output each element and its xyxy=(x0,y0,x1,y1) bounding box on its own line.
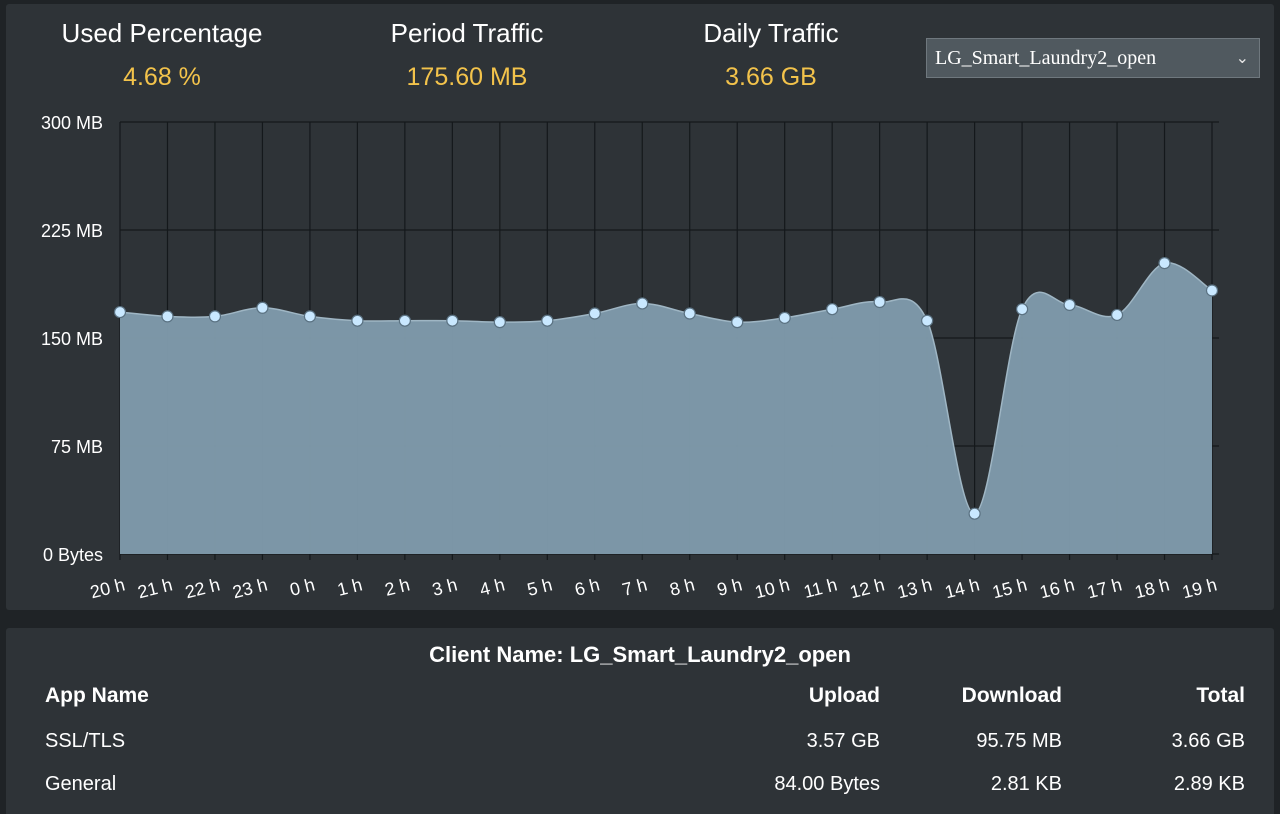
app-table-panel xyxy=(6,628,1274,814)
col-header-download: Download xyxy=(961,684,1062,707)
client-name-title: Client Name: LG_Smart_Laundry2_open xyxy=(429,642,851,667)
period-traffic-stat: Period Traffic 175.60 MB xyxy=(317,18,617,92)
y-tick-label: 75 MB xyxy=(51,437,103,457)
traffic-area xyxy=(120,262,1212,554)
data-point xyxy=(778,311,791,324)
x-tick-label: 3 h xyxy=(430,574,459,599)
x-tick-label: 16 h xyxy=(1038,574,1077,602)
daily-traffic-stat: Daily Traffic 3.66 GB xyxy=(621,18,921,92)
x-tick-label: 9 h xyxy=(715,574,744,599)
x-tick-label: 15 h xyxy=(990,574,1029,602)
y-tick-label: 0 Bytes xyxy=(43,545,103,565)
data-point xyxy=(1158,257,1171,270)
y-tick-label: 225 MB xyxy=(41,221,103,241)
col-header-total: Total xyxy=(1196,684,1245,707)
data-point xyxy=(588,307,601,320)
x-tick-label: 11 h xyxy=(802,574,840,602)
data-point xyxy=(113,305,127,319)
data-point xyxy=(921,314,934,327)
data-point xyxy=(1110,308,1124,322)
data-point xyxy=(683,307,696,320)
used-percentage-value: 4.68 % xyxy=(123,63,201,91)
period-traffic-label: Period Traffic xyxy=(390,18,544,48)
x-tick-label: 12 h xyxy=(848,574,887,602)
daily-traffic-label: Daily Traffic xyxy=(703,18,839,48)
data-point xyxy=(493,316,506,329)
table-row-0-download: 95.75 MB xyxy=(976,730,1062,752)
data-point xyxy=(446,314,459,327)
data-point xyxy=(873,295,886,309)
y-tick-label: 300 MB xyxy=(41,113,103,133)
data-point xyxy=(303,310,317,323)
data-point xyxy=(1205,284,1219,297)
x-tick-label: 23 h xyxy=(231,574,270,602)
table-row-1-total: 2.89 KB xyxy=(1173,773,1245,795)
data-point xyxy=(351,314,364,327)
data-point xyxy=(636,297,649,310)
data-point xyxy=(1015,303,1029,316)
x-tick-label: 14 h xyxy=(943,574,982,602)
data-point xyxy=(1063,298,1076,311)
x-tick-label: 19 h xyxy=(1180,574,1219,602)
x-tick-label: 6 h xyxy=(573,574,602,599)
data-point xyxy=(731,316,744,329)
table-row-0-app: SSL/TLS xyxy=(45,730,126,752)
data-point xyxy=(968,507,981,520)
x-tick-label: 22 h xyxy=(183,574,222,602)
client-select-dropdown[interactable]: LG_Smart_Laundry2_open ⌄ xyxy=(926,38,1260,78)
x-tick-label: 17 h xyxy=(1085,574,1124,602)
col-header-upload: Upload xyxy=(808,684,880,707)
x-tick-label: 10 h xyxy=(753,574,792,602)
data-point xyxy=(398,314,411,327)
data-point xyxy=(826,303,839,316)
client-select-value: LG_Smart_Laundry2_open xyxy=(935,47,1157,69)
x-tick-label: 13 h xyxy=(895,574,934,602)
x-tick-label: 1 h xyxy=(335,574,364,599)
daily-traffic-value: 3.66 GB xyxy=(725,63,817,91)
x-tick-label: 4 h xyxy=(478,574,507,599)
data-point xyxy=(256,301,269,314)
used-percentage-label: Used Percentage xyxy=(61,18,263,48)
data-point xyxy=(541,314,554,327)
col-header-app-name: App Name xyxy=(45,684,149,707)
x-tick-label: 2 h xyxy=(383,574,412,599)
used-percentage-stat: Used Percentage 4.68 % xyxy=(12,18,312,92)
traffic-area-chart: 0 Bytes 75 MB 150 MB 225 MB 300 MB 20 h 21 h 22… xyxy=(41,113,1219,602)
x-tick-label: 0 h xyxy=(288,574,317,599)
chevron-down-icon: ⌄ xyxy=(1235,48,1249,67)
table-row-0-upload: 3.57 GB xyxy=(806,730,880,752)
x-tick-label: 5 h xyxy=(525,574,554,599)
x-tick-label: 21 h xyxy=(136,574,175,602)
x-tick-label: 7 h xyxy=(620,574,649,599)
table-row-1-app: General xyxy=(45,773,117,795)
x-tick-label: 18 h xyxy=(1133,574,1172,602)
table-row-1-download: 2.81 KB xyxy=(990,773,1062,795)
data-point xyxy=(161,310,174,323)
table-row-0-total: 3.66 GB xyxy=(1171,730,1245,752)
period-traffic-value: 175.60 MB xyxy=(406,63,528,91)
y-tick-label: 150 MB xyxy=(41,329,103,349)
x-tick-label: 8 h xyxy=(668,574,697,599)
table-row-1-upload: 84.00 Bytes xyxy=(774,773,880,795)
x-tick-label: 20 h xyxy=(88,574,127,602)
data-point xyxy=(208,310,222,323)
